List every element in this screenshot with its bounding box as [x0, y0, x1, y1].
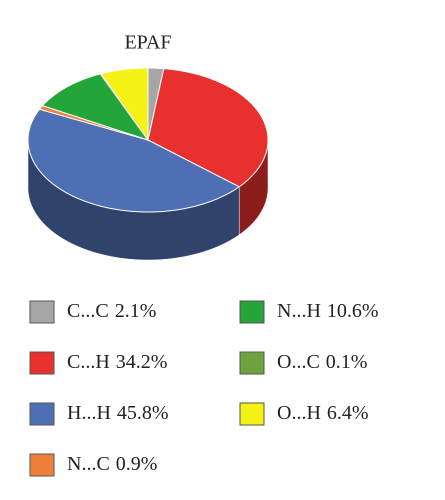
legend-value: 6.4% — [327, 402, 369, 424]
pie-tops — [27, 67, 269, 213]
legend-value: 2.1% — [115, 300, 157, 322]
legend-label: C...H 34.2% — [67, 351, 167, 373]
pie-slice — [100, 67, 149, 142]
legend-category: C...H — [67, 351, 110, 373]
legend-label: O...H 6.4% — [277, 402, 369, 424]
legend-value: 45.8% — [117, 402, 169, 424]
legend-swatch — [239, 300, 265, 324]
pie-slice — [27, 108, 241, 213]
legend-label: O...C 0.1% — [277, 351, 367, 373]
legend-swatch — [239, 402, 265, 426]
legend-swatch — [29, 453, 55, 477]
legend-category: O...C — [277, 351, 320, 373]
legend-value: 34.2% — [116, 351, 168, 373]
legend-value: 10.6% — [327, 300, 379, 322]
legend-swatch — [239, 351, 265, 375]
legend-label: H...H 45.8% — [67, 402, 169, 424]
legend-value: 0.1% — [326, 351, 368, 373]
legend-swatch — [29, 300, 55, 324]
chart-title: EPAF — [124, 32, 171, 54]
legend-category: C...C — [67, 300, 109, 322]
legend-category: N...C — [67, 453, 110, 475]
legend-label: C...C 2.1% — [67, 300, 156, 322]
legend-label: N...C 0.9% — [67, 453, 157, 475]
legend-value: 0.9% — [116, 453, 158, 475]
legend-swatch — [29, 402, 55, 426]
pie-slice — [41, 73, 150, 141]
legend: C...C 2.1%C...H 34.2%H...H 45.8%N...C 0.9%N.… — [29, 300, 379, 477]
legend-category: H...H — [67, 402, 111, 424]
legend-label: N...H 10.6% — [277, 300, 379, 322]
pie-slice — [147, 68, 269, 188]
legend-category: N...H — [277, 300, 321, 322]
legend-swatch — [29, 351, 55, 375]
legend-category: O...H — [277, 402, 321, 424]
